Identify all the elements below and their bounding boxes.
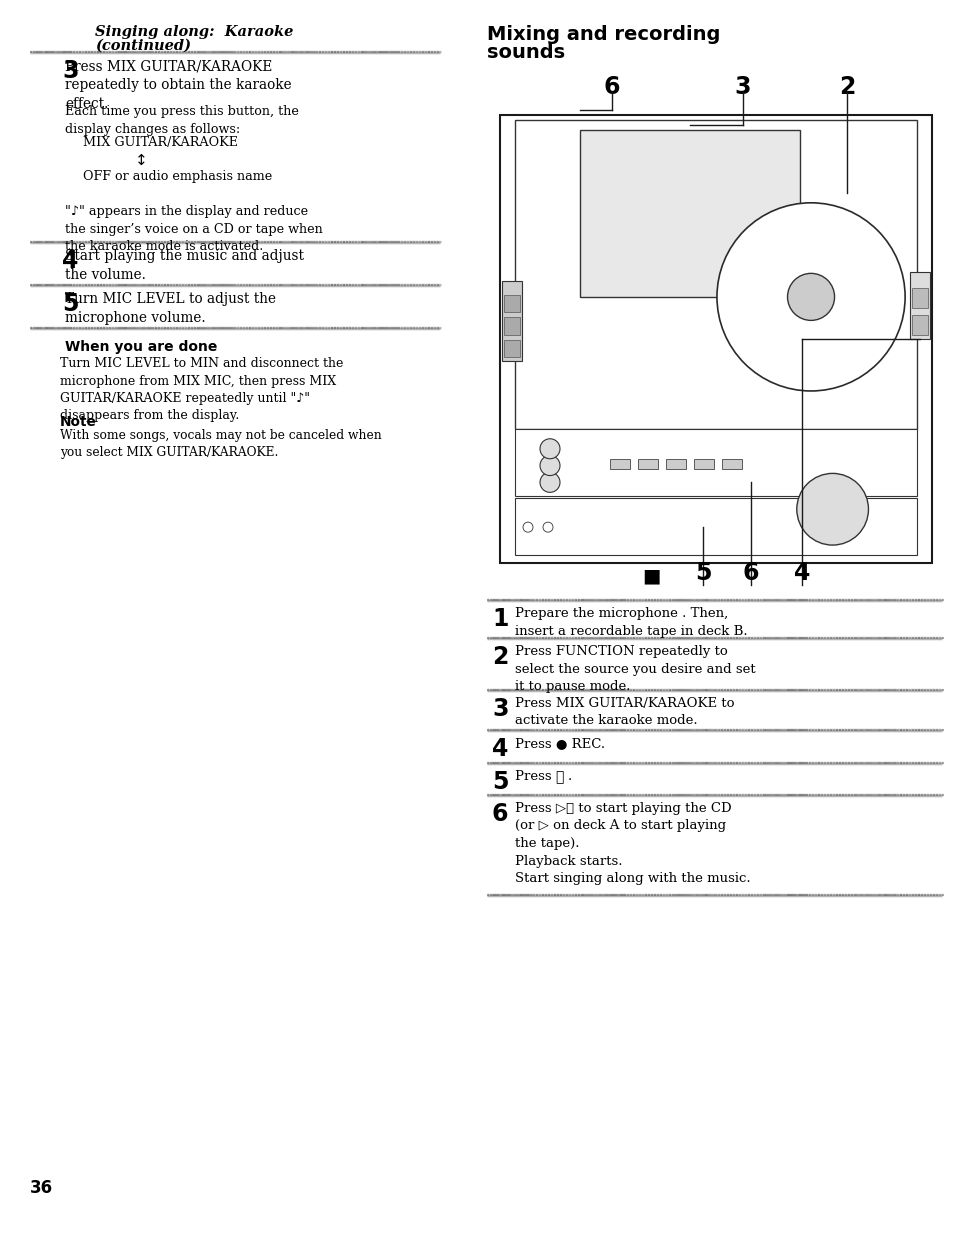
Text: 4: 4 xyxy=(794,561,810,585)
Text: 6: 6 xyxy=(741,561,758,585)
Bar xyxy=(503,294,519,312)
Text: Start playing the music and adjust
the volume.: Start playing the music and adjust the v… xyxy=(65,249,304,282)
Text: OFF or audio emphasis name: OFF or audio emphasis name xyxy=(83,170,272,183)
Text: 3: 3 xyxy=(492,697,508,721)
Text: ↕: ↕ xyxy=(135,153,148,168)
Bar xyxy=(515,429,916,495)
Circle shape xyxy=(542,522,553,532)
Text: When you are done: When you are done xyxy=(65,340,217,354)
Circle shape xyxy=(539,438,559,458)
Text: Press ▷⏸ to start playing the CD
(or ▷ on deck A to start playing
the tape).
Pla: Press ▷⏸ to start playing the CD (or ▷ o… xyxy=(515,802,750,885)
Text: Note: Note xyxy=(60,415,96,429)
Text: 1: 1 xyxy=(492,606,508,631)
Bar xyxy=(501,280,521,362)
Text: 3: 3 xyxy=(734,75,751,99)
Text: 5: 5 xyxy=(694,561,711,585)
Text: (continued): (continued) xyxy=(95,40,191,53)
Bar xyxy=(515,498,916,555)
Text: Press MIX GUITAR/KARAOKE
repeatedly to obtain the karaoke
effect.: Press MIX GUITAR/KARAOKE repeatedly to o… xyxy=(65,59,292,111)
Text: Mixing and recording: Mixing and recording xyxy=(486,25,720,44)
Text: Singing along:  Karaoke: Singing along: Karaoke xyxy=(95,25,294,40)
Circle shape xyxy=(717,203,904,391)
Text: 2: 2 xyxy=(838,75,855,99)
Text: 4: 4 xyxy=(62,249,78,273)
Text: Press ● REC.: Press ● REC. xyxy=(515,737,604,750)
Text: "♪" appears in the display and reduce
the singer’s voice on a CD or tape when
th: "♪" appears in the display and reduce th… xyxy=(65,205,322,253)
Bar xyxy=(665,459,685,469)
Text: 4: 4 xyxy=(492,737,508,761)
Circle shape xyxy=(539,456,559,475)
Text: 6: 6 xyxy=(603,75,619,99)
Text: sounds: sounds xyxy=(486,43,564,62)
Text: 3: 3 xyxy=(62,59,78,83)
Text: 6: 6 xyxy=(492,802,508,826)
Bar xyxy=(503,340,519,357)
Text: ■: ■ xyxy=(641,566,659,585)
Circle shape xyxy=(522,522,533,532)
Text: Each time you press this button, the
display changes as follows:: Each time you press this button, the dis… xyxy=(65,105,298,136)
Bar xyxy=(515,120,916,429)
Bar xyxy=(721,459,741,469)
Text: Press FUNCTION repeatedly to
select the source you desire and set
it to pause mo: Press FUNCTION repeatedly to select the … xyxy=(515,645,755,693)
Text: .: . xyxy=(567,769,572,783)
Bar xyxy=(911,315,927,335)
Bar xyxy=(638,459,658,469)
Bar xyxy=(909,272,929,338)
Text: With some songs, vocals may not be canceled when
you select MIX GUITAR/KARAOKE.: With some songs, vocals may not be cance… xyxy=(60,429,381,459)
Circle shape xyxy=(786,273,834,320)
Text: 36: 36 xyxy=(30,1179,53,1197)
Text: Press: Press xyxy=(515,769,556,783)
Text: Turn MIC LEVEL to adjust the
microphone volume.: Turn MIC LEVEL to adjust the microphone … xyxy=(65,291,275,325)
Text: Prepare the microphone . Then,
insert a recordable tape in deck B.: Prepare the microphone . Then, insert a … xyxy=(515,606,747,637)
Text: 5: 5 xyxy=(62,291,78,316)
Bar xyxy=(911,288,927,308)
Bar xyxy=(503,317,519,335)
Text: 2: 2 xyxy=(492,645,508,669)
Bar xyxy=(609,459,629,469)
Text: Turn MIC LEVEL to MIN and disconnect the
microphone from MIX MIC, then press MIX: Turn MIC LEVEL to MIN and disconnect the… xyxy=(60,357,343,422)
Text: ⏸: ⏸ xyxy=(555,769,563,784)
Circle shape xyxy=(796,473,867,545)
Bar xyxy=(693,459,713,469)
Text: 5: 5 xyxy=(492,769,508,794)
Bar xyxy=(499,115,931,563)
Text: Press MIX GUITAR/KARAOKE to
activate the karaoke mode.: Press MIX GUITAR/KARAOKE to activate the… xyxy=(515,697,734,727)
Circle shape xyxy=(539,472,559,493)
Text: MIX GUITAR/KARAOKE: MIX GUITAR/KARAOKE xyxy=(83,136,237,149)
Bar xyxy=(579,130,800,296)
